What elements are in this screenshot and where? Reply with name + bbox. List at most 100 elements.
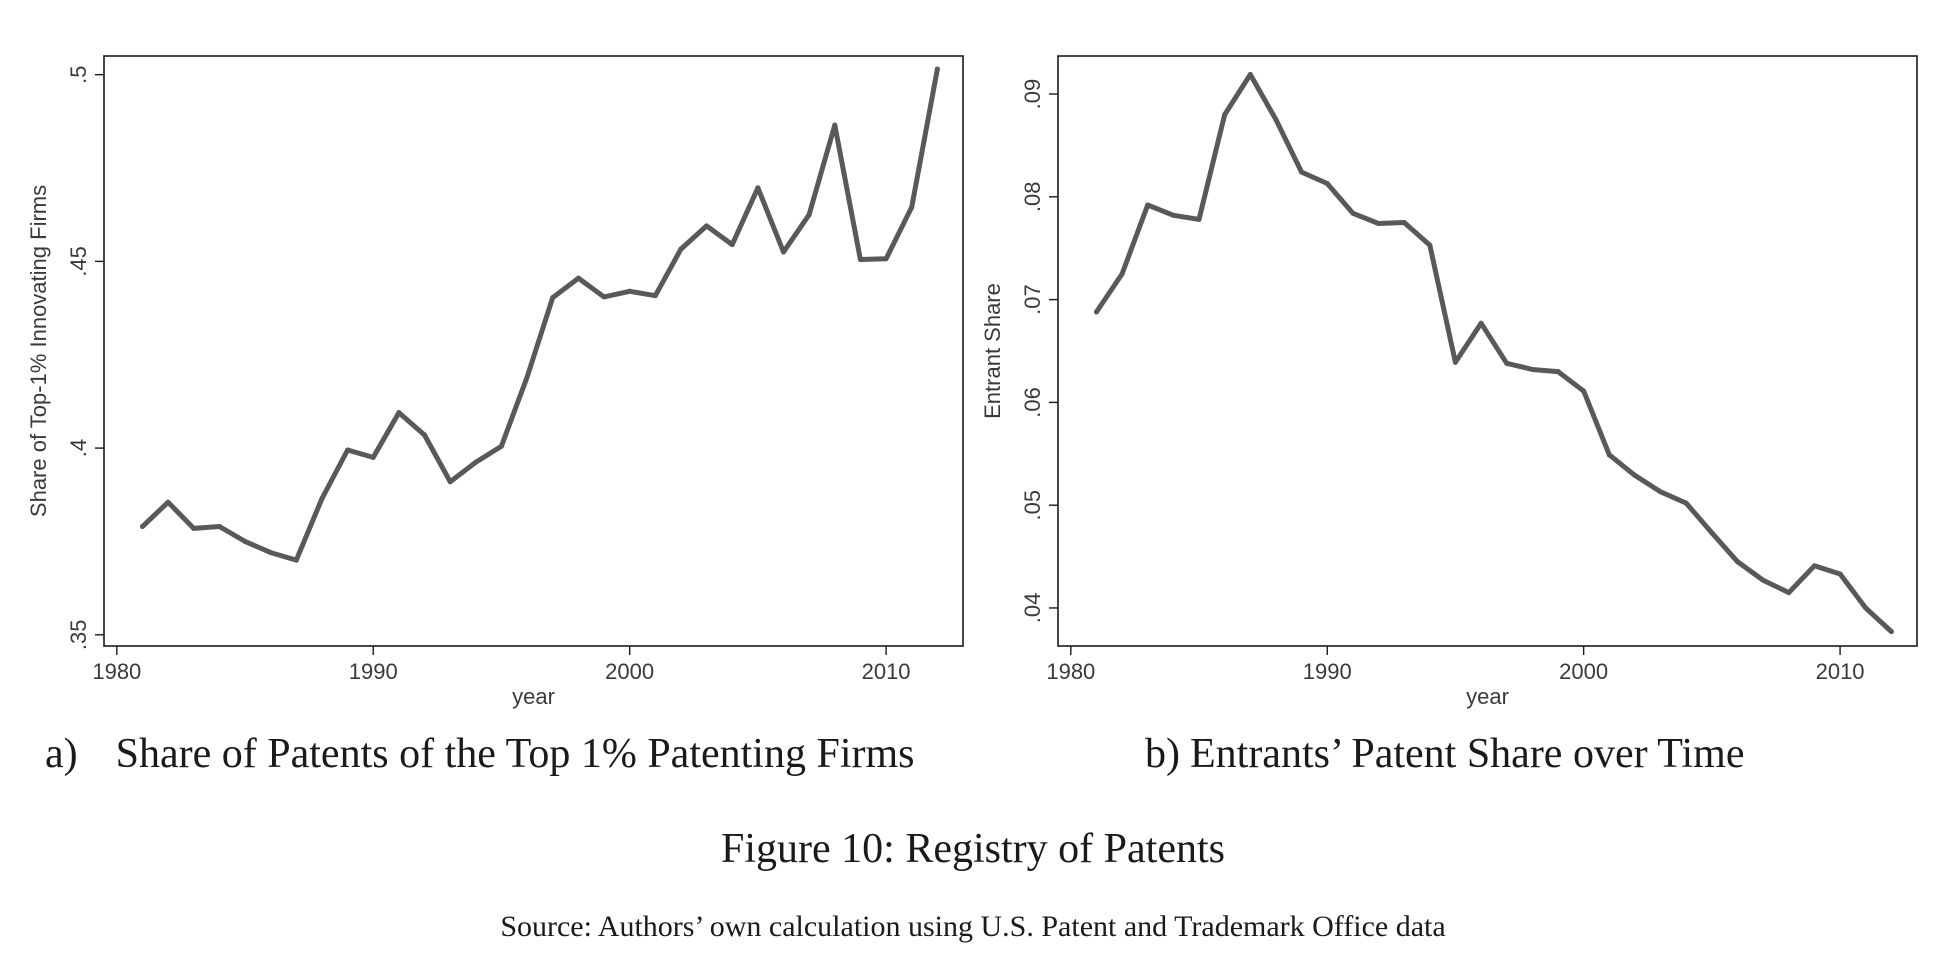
data-point-2010 — [1837, 571, 1843, 577]
data-point-1991 — [1350, 210, 1356, 216]
data-point-2011 — [1863, 605, 1869, 611]
panel-b-letter: b) — [1145, 731, 1180, 777]
data-point-1986 — [1222, 112, 1228, 118]
data-point-1998 — [575, 275, 581, 281]
x-tick-label: 2000 — [605, 659, 654, 684]
x-tick-label: 1980 — [92, 659, 141, 684]
data-point-2005 — [755, 185, 761, 191]
data-point-1993 — [1401, 220, 1407, 226]
data-point-1994 — [473, 459, 479, 465]
x-tick-label: 1990 — [349, 659, 398, 684]
panel-b-caption: b) Entrants’ Patent Share over Time — [1145, 730, 1744, 778]
figure-panels: 1980 1990 2000 2010 .35 .4 .45 .5 year Share of T… — [26, 55, 1918, 709]
y-tick-label: .35 — [66, 620, 91, 651]
y-tick-label: .5 — [66, 65, 91, 83]
data-point-2002 — [678, 246, 684, 252]
data-point-1999 — [601, 294, 607, 300]
data-point-2004 — [729, 242, 735, 248]
panel-a-letter: a) — [45, 731, 78, 777]
data-point-1981 — [139, 524, 145, 530]
data-point-1999 — [1555, 369, 1561, 375]
data-point-1988 — [319, 496, 325, 501]
panel-b-title: Entrants’ Patent Share over Time — [1190, 731, 1745, 777]
data-point-1998 — [1529, 367, 1535, 373]
data-point-1992 — [1376, 221, 1382, 227]
plot-frame — [1057, 55, 1918, 647]
data-point-1987 — [1247, 72, 1253, 78]
data-point-1983 — [191, 525, 197, 531]
x-axis-label: year — [1466, 684, 1509, 709]
chart-panel-b: 1980 1990 2000 2010 .04 .05 .06 .07 .08 .09 year En… — [980, 55, 1918, 709]
data-point-2009 — [857, 257, 863, 263]
y-tick-label: .06 — [1020, 387, 1045, 418]
data-point-1997 — [550, 295, 556, 301]
data-point-1997 — [1504, 360, 1510, 366]
panel-a-title: Share of Patents of the Top 1% Patenting… — [115, 731, 915, 777]
data-point-1991 — [396, 410, 402, 416]
chart-panel-a: 1980 1990 2000 2010 .35 .4 .45 .5 year Share of T… — [26, 55, 964, 709]
plot-frame — [103, 55, 964, 647]
x-tick-label: 1980 — [1046, 659, 1095, 684]
x-tick-label: 2000 — [1559, 659, 1608, 684]
data-point-2003 — [704, 223, 710, 229]
data-point-2000 — [627, 288, 633, 294]
data-point-2007 — [1760, 577, 1766, 583]
data-point-1992 — [422, 432, 428, 438]
x-tick-label: 2010 — [1816, 659, 1865, 684]
data-point-2001 — [1606, 452, 1612, 458]
data-point-1985 — [242, 538, 248, 544]
data-point-1988 — [1273, 117, 1279, 123]
data-point-2012 — [934, 66, 940, 72]
y-tick-label: .09 — [1020, 79, 1045, 110]
y-tick-label: .4 — [66, 439, 91, 457]
data-point-2008 — [832, 122, 838, 128]
data-point-2006 — [781, 249, 787, 255]
data-point-1984 — [216, 524, 222, 530]
data-point-1996 — [1478, 320, 1484, 326]
figure-caption: Figure 10: Registry of Patents — [721, 826, 1225, 872]
data-point-1982 — [1119, 271, 1125, 277]
data-point-1996 — [524, 374, 530, 380]
series-line — [1094, 72, 1894, 635]
data-point-1994 — [1427, 242, 1433, 248]
x-axis-label: year — [512, 684, 555, 709]
data-point-2004 — [1683, 500, 1689, 506]
data-point-1981 — [1093, 309, 1099, 315]
data-point-1983 — [1145, 202, 1151, 208]
data-point-1985 — [1196, 216, 1202, 222]
data-point-2005 — [1709, 530, 1715, 536]
data-point-2006 — [1735, 559, 1741, 565]
y-axis-label: Entrant Share — [980, 283, 1005, 419]
data-point-1990 — [370, 454, 376, 460]
data-point-1995 — [498, 443, 504, 449]
y-tick-label: .05 — [1020, 490, 1045, 521]
panel-a-caption: a) Share of Patents of the Top 1% Patenti… — [45, 730, 915, 778]
data-point-2011 — [909, 204, 915, 210]
y-axis-label: Share of Top-1% Innovating Firms — [26, 185, 51, 517]
data-point-1990 — [1324, 180, 1330, 186]
y-tick-label: .08 — [1020, 182, 1045, 213]
data-point-2001 — [652, 293, 658, 299]
x-tick-label: 1990 — [1303, 659, 1352, 684]
data-point-2012 — [1888, 629, 1894, 635]
data-point-1984 — [1170, 212, 1176, 218]
data-point-1995 — [1452, 359, 1458, 365]
y-tick-label: .45 — [66, 246, 91, 277]
data-point-1989 — [1299, 169, 1305, 175]
data-point-1987 — [293, 557, 299, 563]
data-point-2000 — [1581, 388, 1587, 394]
data-point-1993 — [447, 479, 453, 485]
data-point-2009 — [1811, 563, 1817, 569]
series-line — [140, 66, 940, 563]
data-point-2003 — [1658, 489, 1664, 495]
x-tick-label: 2010 — [862, 659, 911, 684]
data-point-1986 — [268, 550, 274, 556]
data-point-2010 — [883, 256, 889, 262]
y-tick-label: .04 — [1020, 593, 1045, 624]
y-tick-label: .07 — [1020, 284, 1045, 315]
data-point-1989 — [345, 447, 351, 453]
data-point-2008 — [1786, 590, 1792, 596]
data-point-2007 — [806, 212, 812, 218]
data-point-2002 — [1632, 472, 1638, 478]
source-note: Source: Authors’ own calculation using U… — [500, 910, 1446, 943]
